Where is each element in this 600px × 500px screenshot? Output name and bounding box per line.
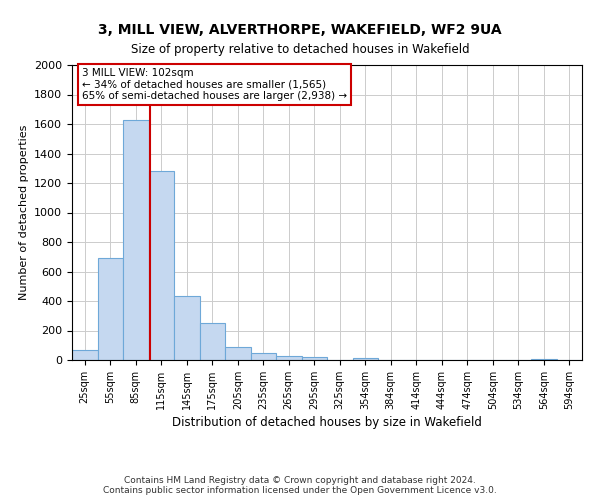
Bar — [72, 350, 97, 360]
Bar — [353, 358, 378, 360]
Bar — [276, 356, 302, 360]
Bar — [225, 346, 251, 360]
Y-axis label: Number of detached properties: Number of detached properties — [19, 125, 29, 300]
Bar — [123, 120, 149, 360]
Text: Contains HM Land Registry data © Crown copyright and database right 2024.
Contai: Contains HM Land Registry data © Crown c… — [103, 476, 497, 495]
Bar — [97, 258, 123, 360]
Text: 3 MILL VIEW: 102sqm
← 34% of detached houses are smaller (1,565)
65% of semi-det: 3 MILL VIEW: 102sqm ← 34% of detached ho… — [82, 68, 347, 101]
Text: 3, MILL VIEW, ALVERTHORPE, WAKEFIELD, WF2 9UA: 3, MILL VIEW, ALVERTHORPE, WAKEFIELD, WF… — [98, 22, 502, 36]
Bar — [174, 296, 199, 360]
Bar — [251, 352, 276, 360]
Bar — [149, 171, 174, 360]
X-axis label: Distribution of detached houses by size in Wakefield: Distribution of detached houses by size … — [172, 416, 482, 429]
Bar — [302, 357, 327, 360]
Text: Size of property relative to detached houses in Wakefield: Size of property relative to detached ho… — [131, 42, 469, 56]
Bar — [199, 323, 225, 360]
